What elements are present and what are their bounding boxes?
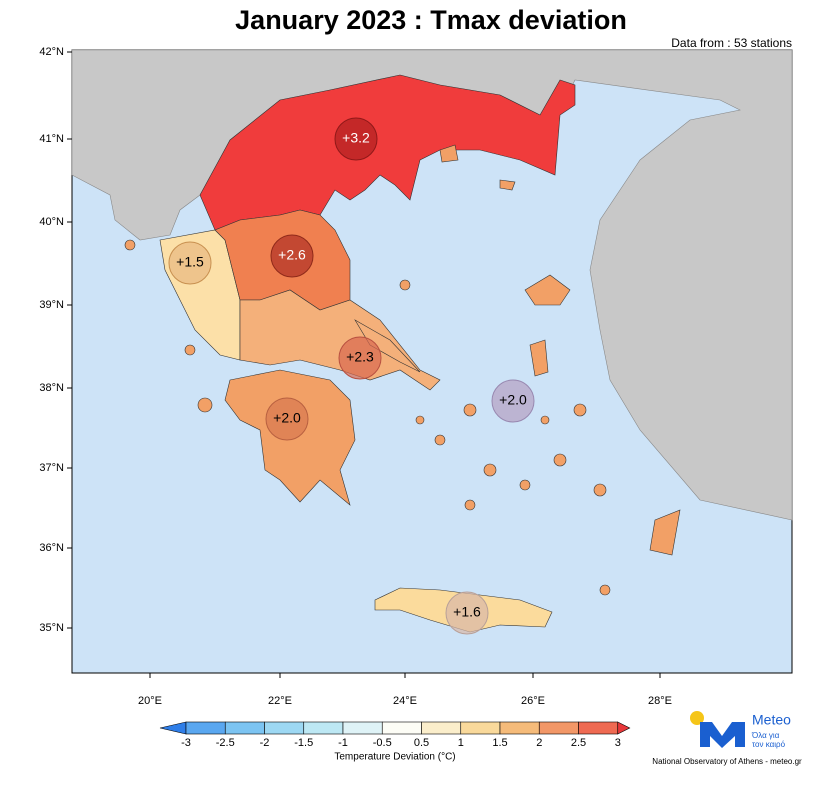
lon-label: 24°E <box>393 695 417 707</box>
colorbar-segment <box>421 721 462 735</box>
marker <box>491 379 535 423</box>
marker <box>265 397 309 441</box>
marker <box>338 336 382 380</box>
region-value: +1.5 <box>176 254 204 270</box>
marker <box>168 241 212 285</box>
colorbar-tick-label: 1 <box>458 737 464 749</box>
region-value: +2.0 <box>499 392 527 408</box>
colorbar-tick-label: 3 <box>615 737 621 749</box>
colorbar-segment <box>303 721 344 735</box>
lat-label: 38°N <box>39 382 64 394</box>
colorbar: -3 -2.5 -2 -1.5 -1 -0.5 0.5 1 1.5 2 2.5 3 <box>159 721 631 749</box>
colorbar-tick-label: -2.5 <box>216 737 235 749</box>
logo-tagline: Όλα για <box>751 731 780 740</box>
lon-label: 20°E <box>138 695 162 707</box>
colorbar-segment <box>342 721 383 735</box>
credit: National Observatory of Athens - meteo.g… <box>652 757 802 766</box>
region-value: +2.6 <box>278 247 306 263</box>
colorbar-tick-label: 2 <box>536 737 542 749</box>
colorbar-arrow <box>159 721 187 735</box>
region-value: +1.6 <box>453 604 481 620</box>
colorbar-segment <box>264 721 305 735</box>
axes: 42°N 41°N 40°N 39°N 38°N 37°N 36°N 35°N 20°E 22°E… <box>39 46 672 707</box>
colorbar-arrow <box>617 721 631 735</box>
logo-mark <box>700 722 745 748</box>
region-markers: +3.2 +1.5 +2.6 +2.3 +2.0 +2.0 +1.6 <box>168 117 535 635</box>
colorbar-tick-label: -1 <box>338 737 348 749</box>
marker <box>445 591 489 635</box>
colorbar-segment <box>224 721 265 735</box>
lat-label: 40°N <box>39 216 64 228</box>
region-value: +2.0 <box>273 410 301 426</box>
colorbar-tick-label: -2 <box>260 737 270 749</box>
logo-sun <box>690 711 704 725</box>
colorbar-segment <box>578 721 619 735</box>
colorbar-segment <box>381 721 422 735</box>
lon-label: 22°E <box>268 695 292 707</box>
islands <box>124 144 681 596</box>
colorbar-tick-label: -3 <box>181 737 191 749</box>
logo: Meteo Όλα για τον καιρό National Observa… <box>652 711 802 766</box>
colorbar-tick-label: 2.5 <box>571 737 586 749</box>
lat-label: 37°N <box>39 462 64 474</box>
colorbar-tick-label: 1.5 <box>492 737 507 749</box>
colorbar-title: Temperature Deviation (°C) <box>334 752 455 763</box>
lat-label: 42°N <box>39 46 64 58</box>
logo-tagline: τον καιρό <box>752 740 786 749</box>
map: +3.2 +1.5 +2.6 +2.3 +2.0 +2.0 +1.6 <box>71 49 793 674</box>
colorbar-tick-label: -1.5 <box>294 737 313 749</box>
lon-label: 26°E <box>521 695 545 707</box>
source-note: Data from : 53 stations <box>671 36 792 50</box>
colorbar-tick-label: -0.5 <box>373 737 392 749</box>
marker <box>270 234 314 278</box>
marker <box>334 117 378 161</box>
lat-label: 35°N <box>39 622 64 634</box>
lon-label: 28°E <box>648 695 672 707</box>
region-value: +3.2 <box>342 130 370 146</box>
title: January 2023 : Tmax deviation <box>235 5 627 35</box>
colorbar-segment <box>538 721 579 735</box>
colorbar-segment <box>460 721 501 735</box>
colorbar-segment <box>499 721 540 735</box>
logo-brand: Meteo <box>752 712 791 728</box>
colorbar-tick-label: 0.5 <box>414 737 429 749</box>
region-value: +2.3 <box>346 349 374 365</box>
lat-label: 36°N <box>39 542 64 554</box>
region-central-greece <box>239 289 441 391</box>
lat-label: 39°N <box>39 299 64 311</box>
lat-label: 41°N <box>39 133 64 145</box>
colorbar-segment <box>185 721 226 735</box>
